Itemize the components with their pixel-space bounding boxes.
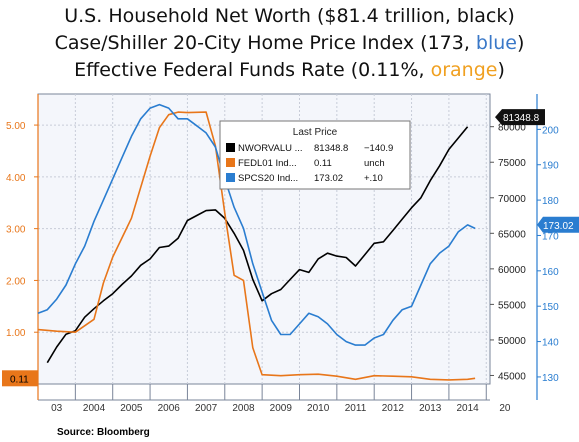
x-tick-label: 03 bbox=[51, 403, 63, 414]
legend-swatch bbox=[226, 143, 235, 152]
x-tick-label: 2013 bbox=[419, 403, 442, 414]
title-line-2-text: Case/Shiller 20-City Home Price Index (1… bbox=[54, 32, 476, 54]
right-axis-tick-label: 190 bbox=[542, 161, 559, 172]
mid-axis-tick-label: 65000 bbox=[498, 229, 526, 240]
series-line-spcs20 bbox=[37, 103, 476, 346]
title-line-3-text: Effective Federal Funds Rate (0.11%, bbox=[74, 59, 431, 81]
last-value-flag-left bbox=[2, 370, 38, 387]
right-axis-tick-label: 130 bbox=[542, 373, 559, 384]
last-value-label-mid: 81348.8 bbox=[503, 113, 540, 124]
right-axis-tick-label: 180 bbox=[542, 196, 559, 207]
title-line-2-suffix: ) bbox=[517, 32, 525, 54]
left-axis-tick-label: 3.00 bbox=[6, 225, 26, 236]
last-value-flag-mid bbox=[495, 109, 545, 126]
last-value-label-right: 173.02 bbox=[543, 221, 574, 232]
x-tick-label: 2008 bbox=[232, 403, 255, 414]
chart-title-line-1: U.S. Household Net Worth ($81.4 trillion… bbox=[64, 5, 515, 27]
x-tick-label: 2011 bbox=[345, 403, 367, 414]
mid-axis-tick-label: 60000 bbox=[498, 265, 526, 276]
x-tick-label: 2006 bbox=[158, 403, 181, 414]
mid-axis-tick-label: 50000 bbox=[498, 336, 526, 347]
mid-axis-tick-label: 45000 bbox=[498, 371, 526, 382]
legend-header: Last Price bbox=[293, 127, 338, 138]
x-tick-label: 2007 bbox=[195, 403, 218, 414]
series-line-fedl01 bbox=[37, 111, 476, 381]
chart-title-line-2: Case/Shiller 20-City Home Price Index (1… bbox=[0, 30, 579, 56]
legend-series-name: FEDL01 Ind... bbox=[238, 158, 297, 169]
legend-series-value: 81348.8 bbox=[314, 143, 348, 154]
right-axis-tick-label: 140 bbox=[542, 338, 559, 349]
right-axis-tick-label: 150 bbox=[542, 302, 559, 313]
x-tick-label: 2010 bbox=[307, 403, 330, 414]
x-tick-label: 2012 bbox=[382, 403, 405, 414]
legend-swatch bbox=[226, 173, 235, 182]
last-value-label-left: 0.11 bbox=[10, 374, 29, 385]
mid-axis-tick-label: 55000 bbox=[498, 300, 526, 311]
legend-box bbox=[219, 120, 411, 190]
x-tick-label: 2014 bbox=[456, 403, 479, 414]
source-note: Source: Bloomberg bbox=[57, 427, 150, 438]
x-tick-label: 2009 bbox=[270, 403, 293, 414]
left-axis-tick-label: 4.00 bbox=[6, 173, 26, 184]
legend-series-change: unch bbox=[364, 158, 385, 169]
title-line-3-color-word: orange bbox=[430, 59, 498, 81]
legend-series-name: SPCS20 Ind... bbox=[238, 173, 298, 184]
mid-axis-tick-label: 75000 bbox=[498, 158, 526, 169]
legend-series-value: 173.02 bbox=[314, 173, 343, 184]
right-axis-tick-label: 170 bbox=[542, 231, 559, 242]
x-tick-label: 2004 bbox=[83, 403, 106, 414]
legend-series-value: 0.11 bbox=[314, 158, 332, 169]
x-tick-label: 2005 bbox=[120, 403, 143, 414]
series-line-nworvalu bbox=[46, 126, 469, 364]
mid-axis-tick-label: 70000 bbox=[498, 194, 526, 205]
left-axis-tick-label: 2.00 bbox=[6, 276, 26, 287]
legend-series-change: +.10 bbox=[364, 173, 383, 184]
right-axis-tick-label: 160 bbox=[542, 267, 559, 278]
left-axis-tick-label: 1.00 bbox=[6, 328, 26, 339]
chart-area: 03 2004 2005 2006 2007 2008 2009 2010 2011 2012 20… bbox=[2, 93, 579, 414]
chart-title-line-3: Effective Federal Funds Rate (0.11%, ora… bbox=[0, 57, 579, 83]
right-axis-tick-label: 200 bbox=[542, 125, 559, 136]
mid-axis-tick-label: 80000 bbox=[498, 123, 526, 134]
title-line-3-suffix: ) bbox=[497, 59, 505, 81]
legend-swatch bbox=[226, 158, 235, 167]
legend-series-change: −140.9 bbox=[364, 143, 393, 154]
left-axis-tick-label: 5.00 bbox=[6, 121, 26, 132]
title-line-2-color-word: blue bbox=[475, 32, 517, 54]
legend-series-name: NWORVALU ... bbox=[238, 143, 303, 154]
x-tick-label: 20 bbox=[499, 403, 511, 414]
last-value-flag-right bbox=[537, 216, 579, 233]
